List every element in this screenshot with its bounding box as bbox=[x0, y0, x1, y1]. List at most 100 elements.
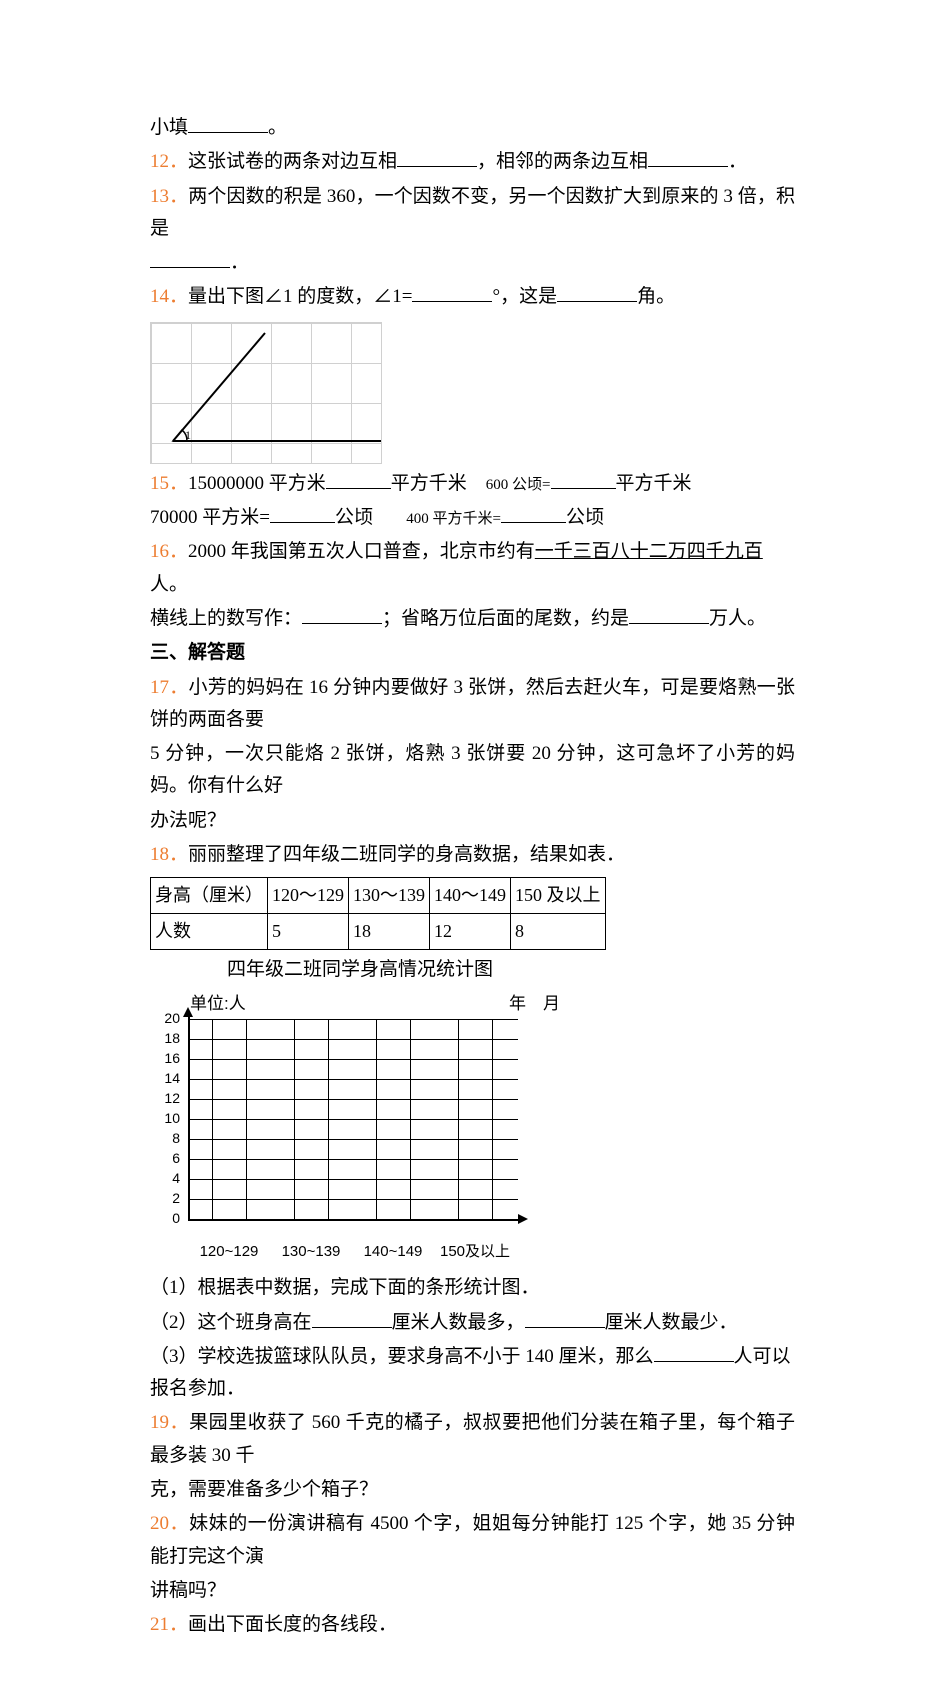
bar-guide bbox=[328, 1019, 329, 1219]
bar-guide bbox=[294, 1019, 295, 1219]
q16-l1: 16．2000 年我国第五次人口普查，北京市约有一千三百八十二万四千九百人。 bbox=[150, 536, 795, 601]
q15-r1c: 600 公顷= bbox=[486, 477, 551, 493]
q14-b: °，这是 bbox=[492, 286, 557, 307]
height-table: 身高（厘米） 120～129 130～139 140～149 150 及以上 人… bbox=[150, 877, 606, 949]
q11-text: 小填 bbox=[150, 117, 188, 138]
q15-r2d: 公顷 bbox=[566, 507, 604, 528]
q20-l2: 讲稿吗？ bbox=[150, 1575, 795, 1607]
q15-num: 15． bbox=[150, 473, 188, 494]
q21: 21．画出下面长度的各线段． bbox=[150, 1609, 795, 1641]
q14-num: 14． bbox=[150, 286, 188, 307]
bar-guide bbox=[410, 1019, 411, 1219]
xcat: 140~149 bbox=[352, 1239, 434, 1265]
xcat: 120~129 bbox=[188, 1239, 270, 1265]
blank bbox=[629, 606, 709, 624]
q15-r1b: 平方千米 bbox=[391, 473, 467, 494]
gridline bbox=[188, 1219, 518, 1221]
bar-guide bbox=[376, 1019, 377, 1219]
q19-l1t: 果园里收获了 560 千克的橘子，叔叔要把他们分装在箱子里，每个箱子最多装 30… bbox=[150, 1412, 795, 1465]
blank bbox=[150, 250, 230, 268]
blank bbox=[312, 1309, 392, 1327]
gridline bbox=[188, 1059, 518, 1060]
q18-s2b: 厘米人数最多， bbox=[392, 1312, 525, 1333]
q16-l2b: ；省略万位后面的尾数，约是 bbox=[382, 608, 629, 629]
q13-a: 两个因数的积是 360，一个因数不变，另一个因数扩大到原来的 3 倍，积是 bbox=[150, 186, 795, 239]
q18-num: 18． bbox=[150, 844, 188, 865]
q15-r2a: 70000 平方米= bbox=[150, 507, 270, 528]
blank bbox=[270, 505, 335, 523]
gridline bbox=[188, 1179, 518, 1180]
q18-s1: （1）根据表中数据，完成下面的条形统计图． bbox=[150, 1272, 795, 1304]
angle-figure: 1 bbox=[150, 322, 382, 464]
q13-l1: 13．两个因数的积是 360，一个因数不变，另一个因数扩大到原来的 3 倍，积是 bbox=[150, 181, 795, 246]
q19-l1: 19．果园里收获了 560 千克的橘子，叔叔要把他们分装在箱子里，每个箱子最多装… bbox=[150, 1407, 795, 1472]
y-axis-labels: 20181614121086420 bbox=[150, 1019, 182, 1219]
blank bbox=[412, 284, 492, 302]
blank bbox=[557, 284, 637, 302]
q18-s3: （3）学校选拔篮球队队员，要求身高不小于 140 厘米，那么人可以报名参加． bbox=[150, 1341, 795, 1406]
x-axis-labels: 120~129 130~139 140~149 150及以上 bbox=[188, 1239, 570, 1265]
td: 18 bbox=[349, 913, 430, 949]
q17-l2: 5 分钟，一次只能烙 2 张饼，烙熟 3 张饼要 20 分钟，这可急坏了小芳的妈… bbox=[150, 738, 795, 803]
blank bbox=[326, 471, 391, 489]
q15-r2b: 公顷 bbox=[335, 507, 373, 528]
gridline bbox=[188, 1099, 518, 1100]
q19-num: 19． bbox=[150, 1412, 189, 1433]
q18-s2c: 厘米人数最少． bbox=[605, 1312, 738, 1333]
q12-c: ． bbox=[728, 151, 747, 172]
td: 8 bbox=[511, 913, 606, 949]
q15-r2: 70000 平方米=公顷 400 平方千米=公顷 bbox=[150, 502, 795, 534]
q18-s2a: （2）这个班身高在 bbox=[150, 1312, 312, 1333]
date-label: 年 月 bbox=[509, 990, 560, 1019]
q15-r1d: 平方千米 bbox=[616, 473, 692, 494]
grid-area bbox=[188, 1019, 518, 1219]
q16-u: 一千三百八十二万四千九百 bbox=[535, 541, 763, 562]
q16-l2: 横线上的数写作：；省略万位后面的尾数，约是万人。 bbox=[150, 603, 795, 635]
q12-num: 12． bbox=[150, 151, 188, 172]
q14-c: 角。 bbox=[637, 286, 675, 307]
q13-b: ． bbox=[230, 252, 249, 273]
blank bbox=[654, 1344, 734, 1362]
unit-label: 单位:人 bbox=[190, 990, 246, 1019]
arrow-up-icon bbox=[183, 1007, 193, 1017]
th: 身高（厘米） bbox=[151, 878, 268, 914]
q18-s2: （2）这个班身高在 厘米人数最多， 厘米人数最少． bbox=[150, 1307, 795, 1339]
q12-a: 这张试卷的两条对边互相 bbox=[188, 151, 397, 172]
q12-b: ，相邻的两条边互相 bbox=[477, 151, 648, 172]
q21-num: 21． bbox=[150, 1614, 188, 1635]
th: 150 及以上 bbox=[511, 878, 606, 914]
q11-tail: 小填。 bbox=[150, 112, 795, 144]
bar-guide bbox=[458, 1019, 459, 1219]
blank bbox=[525, 1309, 605, 1327]
gridline bbox=[188, 1159, 518, 1160]
q12: 12．这张试卷的两条对边互相 ，相邻的两条边互相 ． bbox=[150, 146, 795, 178]
chart-title: 四年级二班同学身高情况统计图 bbox=[150, 954, 570, 986]
bar-chart: 四年级二班同学身高情况统计图 单位:人 年 月 2018161412108642… bbox=[150, 954, 570, 1265]
q13-l2: ． bbox=[150, 247, 795, 279]
angle-label: 1 bbox=[185, 428, 191, 442]
ytick: 0 bbox=[172, 1207, 180, 1231]
angle-svg: 1 bbox=[151, 323, 381, 463]
th: 120～129 bbox=[268, 878, 349, 914]
bar-guide bbox=[492, 1019, 493, 1219]
th: 140～149 bbox=[430, 878, 511, 914]
section-3-title: 三、解答题 bbox=[150, 637, 795, 669]
gridline bbox=[188, 1019, 518, 1020]
q13-num: 13． bbox=[150, 186, 188, 207]
gridline bbox=[188, 1139, 518, 1140]
q18-s3a: （3）学校选拔篮球队队员，要求身高不小于 140 厘米，那么 bbox=[150, 1346, 654, 1367]
q16-l2c: 万人。 bbox=[709, 608, 766, 629]
th: 130～139 bbox=[349, 878, 430, 914]
bar-guide bbox=[246, 1019, 247, 1219]
chart-body: 20181614121086420 bbox=[150, 1019, 560, 1239]
q19-l2: 克，需要准备多少个箱子？ bbox=[150, 1474, 795, 1506]
blank bbox=[397, 149, 477, 167]
gridline bbox=[188, 1199, 518, 1200]
bar-guide bbox=[212, 1019, 213, 1219]
q20-l1t: 妹妹的一份演讲稿有 4500 个字，姐姐每分钟能打 125 个字，她 35 分钟… bbox=[150, 1513, 795, 1566]
table-row: 人数 5 18 12 8 bbox=[151, 913, 606, 949]
td: 人数 bbox=[151, 913, 268, 949]
q16-a: 2000 年我国第五次人口普查，北京市约有 bbox=[188, 541, 535, 562]
q18-intro-t: 丽丽整理了四年级二班同学的身高数据，结果如表． bbox=[188, 844, 625, 865]
q18-intro: 18．丽丽整理了四年级二班同学的身高数据，结果如表． bbox=[150, 839, 795, 871]
